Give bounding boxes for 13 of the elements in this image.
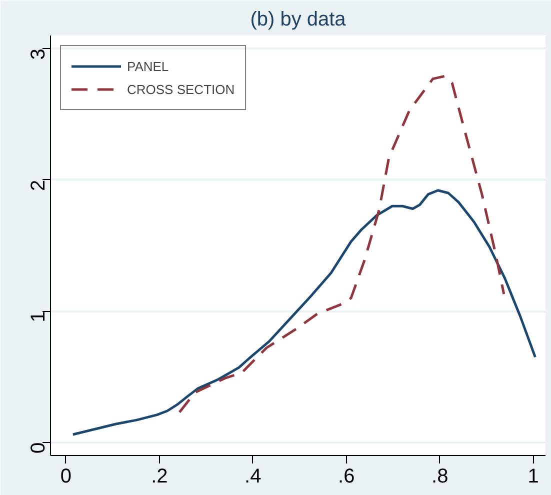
y-tick-label: 3 bbox=[28, 48, 50, 60]
x-tick-label: 0 bbox=[60, 466, 72, 488]
x-tick-label: .6 bbox=[338, 466, 355, 488]
legend-label: CROSS SECTION bbox=[127, 82, 235, 96]
y-tick-label: 2 bbox=[28, 180, 50, 191]
y-tick-label: 1 bbox=[28, 311, 50, 322]
x-tick-label: .2 bbox=[151, 466, 168, 488]
x-tick-label: .8 bbox=[432, 466, 448, 488]
legend-label: PANEL bbox=[127, 58, 169, 74]
x-tick-label: 1 bbox=[528, 466, 539, 488]
x-tick-label: .4 bbox=[244, 466, 262, 488]
y-tick-label: 0 bbox=[28, 442, 50, 454]
chart-title: (b) by data bbox=[250, 8, 347, 30]
